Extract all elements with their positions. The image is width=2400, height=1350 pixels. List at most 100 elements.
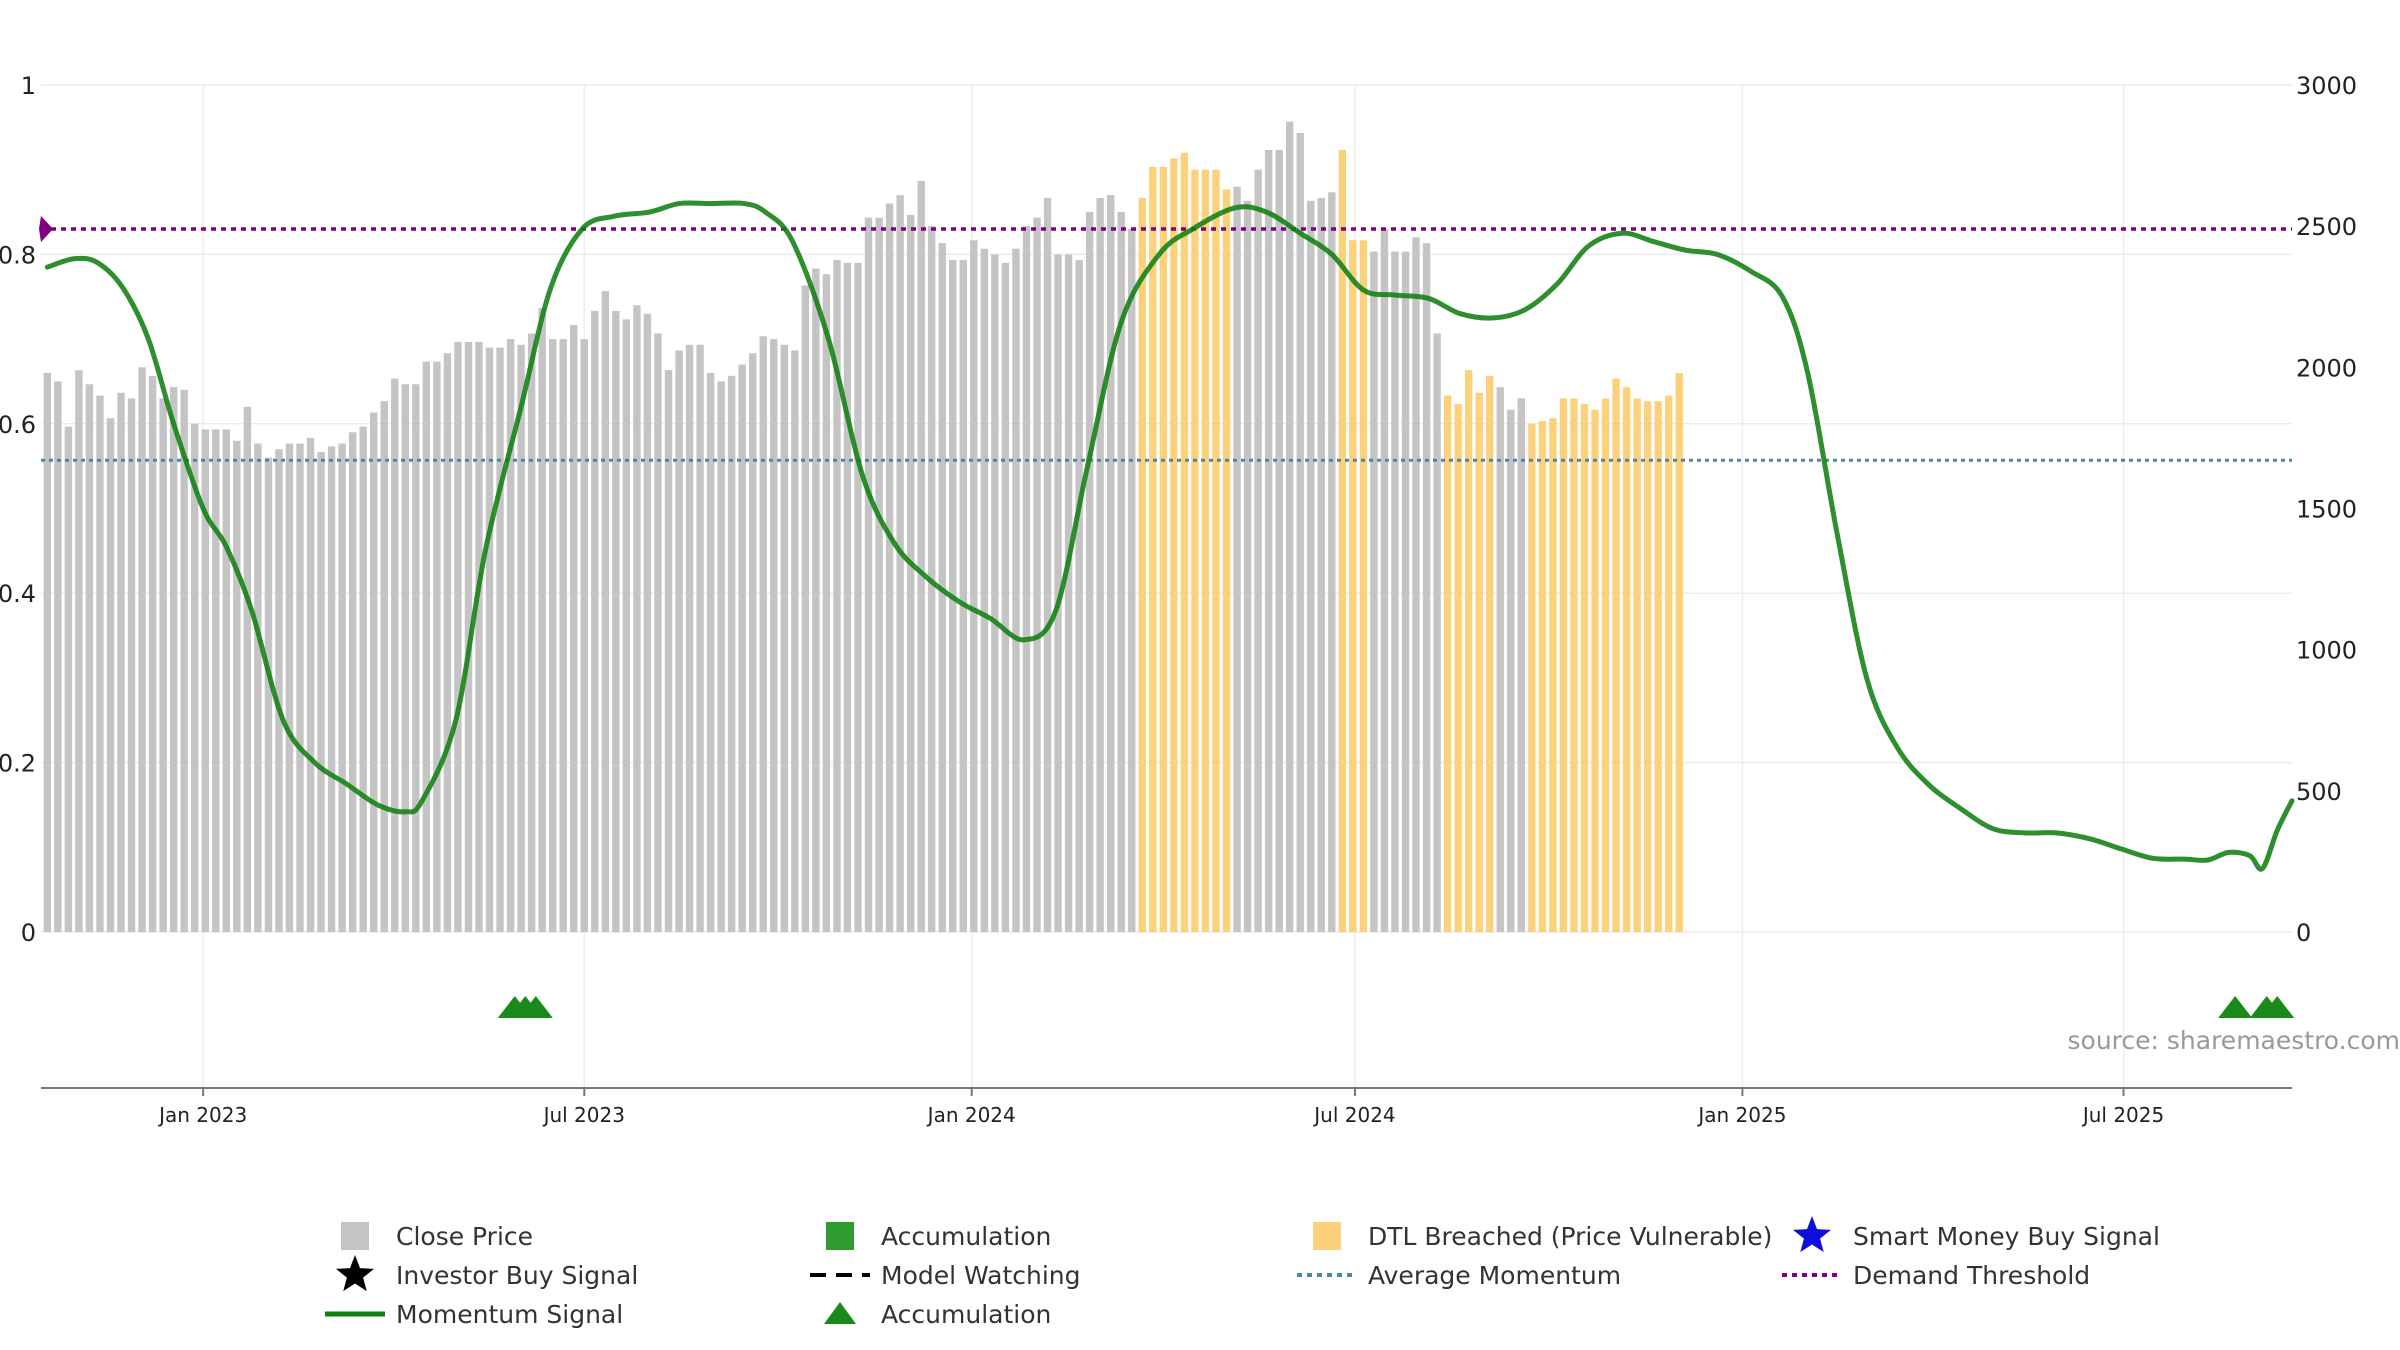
left-y-tick-label: 0.2 [0, 750, 36, 778]
close-price-bar [180, 389, 188, 932]
dtl-breached-bar [1549, 418, 1557, 932]
close-price-bar [727, 375, 736, 932]
x-tick-label: Jul 2025 [2081, 1103, 2164, 1127]
legend-smart_money-star-icon [1792, 1216, 1832, 1253]
indicator-lines [39, 200, 2295, 872]
close-price-bar [243, 406, 252, 932]
dtl-breached-bar [1580, 404, 1589, 933]
close-price-bar [1412, 237, 1420, 932]
close-price-bar [127, 398, 136, 932]
close-price-bar [717, 381, 725, 932]
close-price-bar [285, 443, 294, 932]
close-price-bar [1033, 217, 1041, 933]
close-price-bar [327, 446, 336, 932]
close-price-bar [654, 333, 662, 932]
legend-dtl-swatch [1313, 1222, 1341, 1250]
close-price-bar [338, 443, 346, 932]
close-price-bar [1075, 260, 1083, 933]
close-price-bar [1370, 251, 1378, 932]
close-price-bar [633, 305, 641, 933]
close-price-bar [275, 449, 283, 932]
dtl-breached-bar [1149, 166, 1157, 933]
close-price-bar [85, 384, 94, 933]
close-price-bar [1496, 387, 1504, 932]
dtl-breached-bar [1138, 197, 1146, 932]
legend-close-label: Close Price [396, 1222, 533, 1251]
close-price-bar [1043, 197, 1052, 932]
close-price-bar [1307, 200, 1315, 933]
close-price-bar [675, 350, 683, 933]
dtl-breached-bar [1643, 401, 1652, 932]
close-price-bar [348, 432, 357, 932]
close-price-bar [1022, 226, 1031, 932]
close-price-bar [759, 336, 767, 932]
x-tick-label: Jan 2023 [157, 1103, 247, 1127]
close-price-bar [896, 195, 904, 933]
close-price-bar [254, 443, 262, 932]
right-y-tick-label: 1000 [2296, 637, 2357, 665]
close-price-bar [612, 310, 620, 932]
close-price-bar [1507, 409, 1515, 932]
close-price-bar [706, 372, 715, 933]
accumulation-marker [2260, 996, 2295, 1018]
x-tick-label: Jan 2024 [926, 1103, 1016, 1127]
legend-demand-label: Demand Threshold [1853, 1261, 2090, 1290]
close-price-bar [1317, 197, 1325, 932]
dtl-breached-bar [1601, 398, 1610, 932]
close-price-bar [1128, 228, 1136, 933]
close-price-bar [380, 401, 388, 932]
close-price-bar [475, 341, 483, 932]
dtl-breached-bar [1559, 398, 1568, 932]
close-price-bar [401, 384, 409, 933]
close-price-bar [801, 285, 810, 932]
close-price-bar [738, 364, 746, 932]
left-y-tick-label: 0.8 [0, 241, 36, 269]
dtl-breached-bar [1201, 169, 1210, 932]
close-price-bar [527, 333, 536, 932]
close-price-bar [433, 361, 441, 933]
right-y-tick-label: 3000 [2296, 72, 2357, 100]
close-price-bar [191, 423, 199, 932]
close-price-bar [1254, 169, 1262, 932]
close-price-bar [854, 262, 862, 932]
close-price-bar [1107, 195, 1115, 933]
close-price-bar [843, 262, 852, 932]
close-price-bar [1391, 251, 1399, 932]
momentum-signal-line [44, 200, 2295, 872]
close-price-bar [696, 344, 704, 932]
x-tick-label: Jul 2023 [542, 1103, 625, 1127]
dtl-breached-bar [1591, 409, 1599, 932]
accumulation-markers [497, 996, 2295, 1018]
close-price-bar [1433, 333, 1441, 932]
close-price-bar [264, 457, 273, 932]
close-price-bar [443, 353, 452, 932]
legend-accumulation_marker-triangle-icon [824, 1302, 856, 1324]
legend-accumulation_bar-swatch [826, 1222, 854, 1250]
close-price-bar [317, 452, 325, 932]
legend-investor_buy-star-icon [335, 1255, 375, 1292]
close-price-bar [538, 308, 546, 932]
close-price-bar [1001, 262, 1010, 932]
close-price-bar [906, 214, 915, 932]
close-price-bar [54, 381, 62, 932]
close-price-bar [959, 260, 967, 933]
close-price-bar [485, 347, 494, 932]
close-price-bar [391, 378, 399, 932]
right-y-tick-label: 1500 [2296, 496, 2357, 524]
dtl-breached-bar [1159, 166, 1168, 933]
close-price-bar [106, 418, 115, 932]
close-price-bar [1054, 254, 1062, 932]
legend-close-swatch [341, 1222, 369, 1250]
close-price-bar [306, 437, 315, 932]
dtl-breached-bar [1349, 240, 1357, 933]
right-y-tick-label: 2500 [2296, 213, 2357, 241]
close-price-bar [1064, 254, 1073, 932]
close-price-bar [1517, 398, 1525, 932]
dtl-breached-bar [1612, 378, 1620, 932]
dtl-breached-bar [1191, 169, 1199, 932]
dtl-breached-bar [1654, 401, 1662, 932]
close-price-bar [1117, 212, 1125, 933]
legend-smart_money-label: Smart Money Buy Signal [1853, 1222, 2160, 1251]
close-price-bar [1296, 132, 1304, 932]
close-price-bar [864, 217, 873, 933]
